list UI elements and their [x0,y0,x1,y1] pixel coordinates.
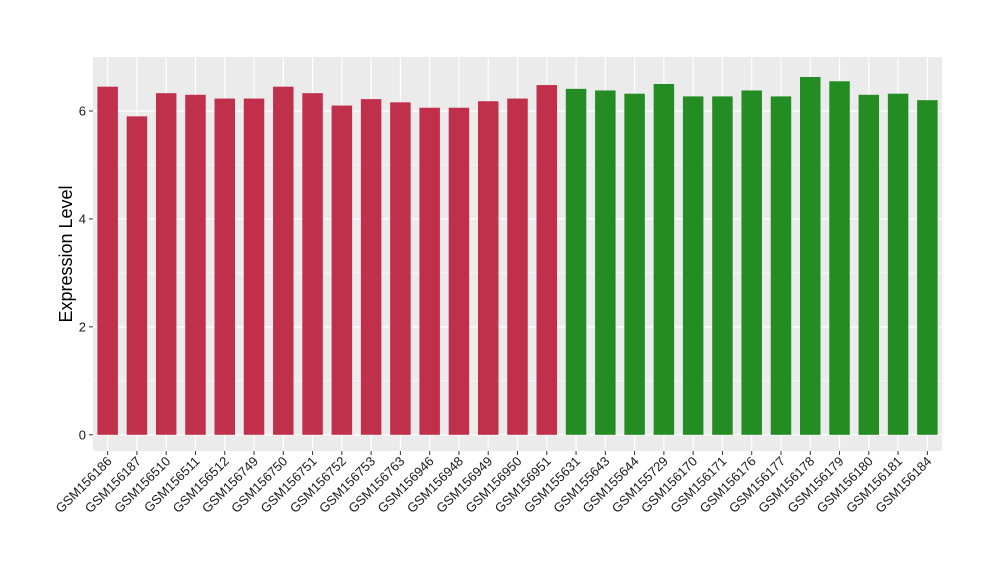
bar-GSM156511 [185,94,206,435]
bar-GSM156177 [770,96,792,435]
bar-GSM156949 [477,101,499,435]
bar-GSM156763 [390,102,411,435]
bar-GSM156512 [214,98,235,435]
bars [97,76,938,435]
bar-GSM156510 [155,93,177,435]
bar-GSM155643 [595,90,616,435]
bar-GSM156171 [712,96,733,435]
y-axis: 0 2 4 6 [79,103,93,442]
bar-GSM156946 [419,107,440,435]
bar-GSM156187 [126,116,148,435]
bar-GSM156180 [858,94,880,435]
y-tick-label: 4 [79,211,86,226]
y-tick-label: 0 [79,427,86,442]
bar-GSM156176 [741,90,762,435]
bar-GSM156750 [273,86,294,435]
bar-GSM156179 [829,81,850,435]
bar-GSM156950 [507,98,528,435]
bar-GSM155631 [565,88,587,435]
y-tick-label: 6 [79,103,86,118]
bar-GSM156170 [682,96,704,435]
bar-GSM156948 [448,107,470,435]
bar-GSM155729 [653,83,675,435]
bar-GSM156184 [917,100,938,435]
bar-GSM156178 [800,76,821,435]
bar-GSM156181 [887,93,909,435]
bar-GSM156749 [243,98,265,435]
bar-GSM155644 [624,93,645,435]
x-axis: GSM156186GSM156187GSM156510GSM156511GSM1… [53,451,934,516]
bar-GSM156186 [97,86,118,435]
bar-GSM156753 [360,99,382,435]
bar-GSM156751 [302,93,323,435]
y-axis-title: Expression Level [56,185,76,322]
bar-GSM156951 [536,85,558,435]
bar-GSM156752 [331,105,353,435]
y-tick-label: 2 [79,319,86,334]
